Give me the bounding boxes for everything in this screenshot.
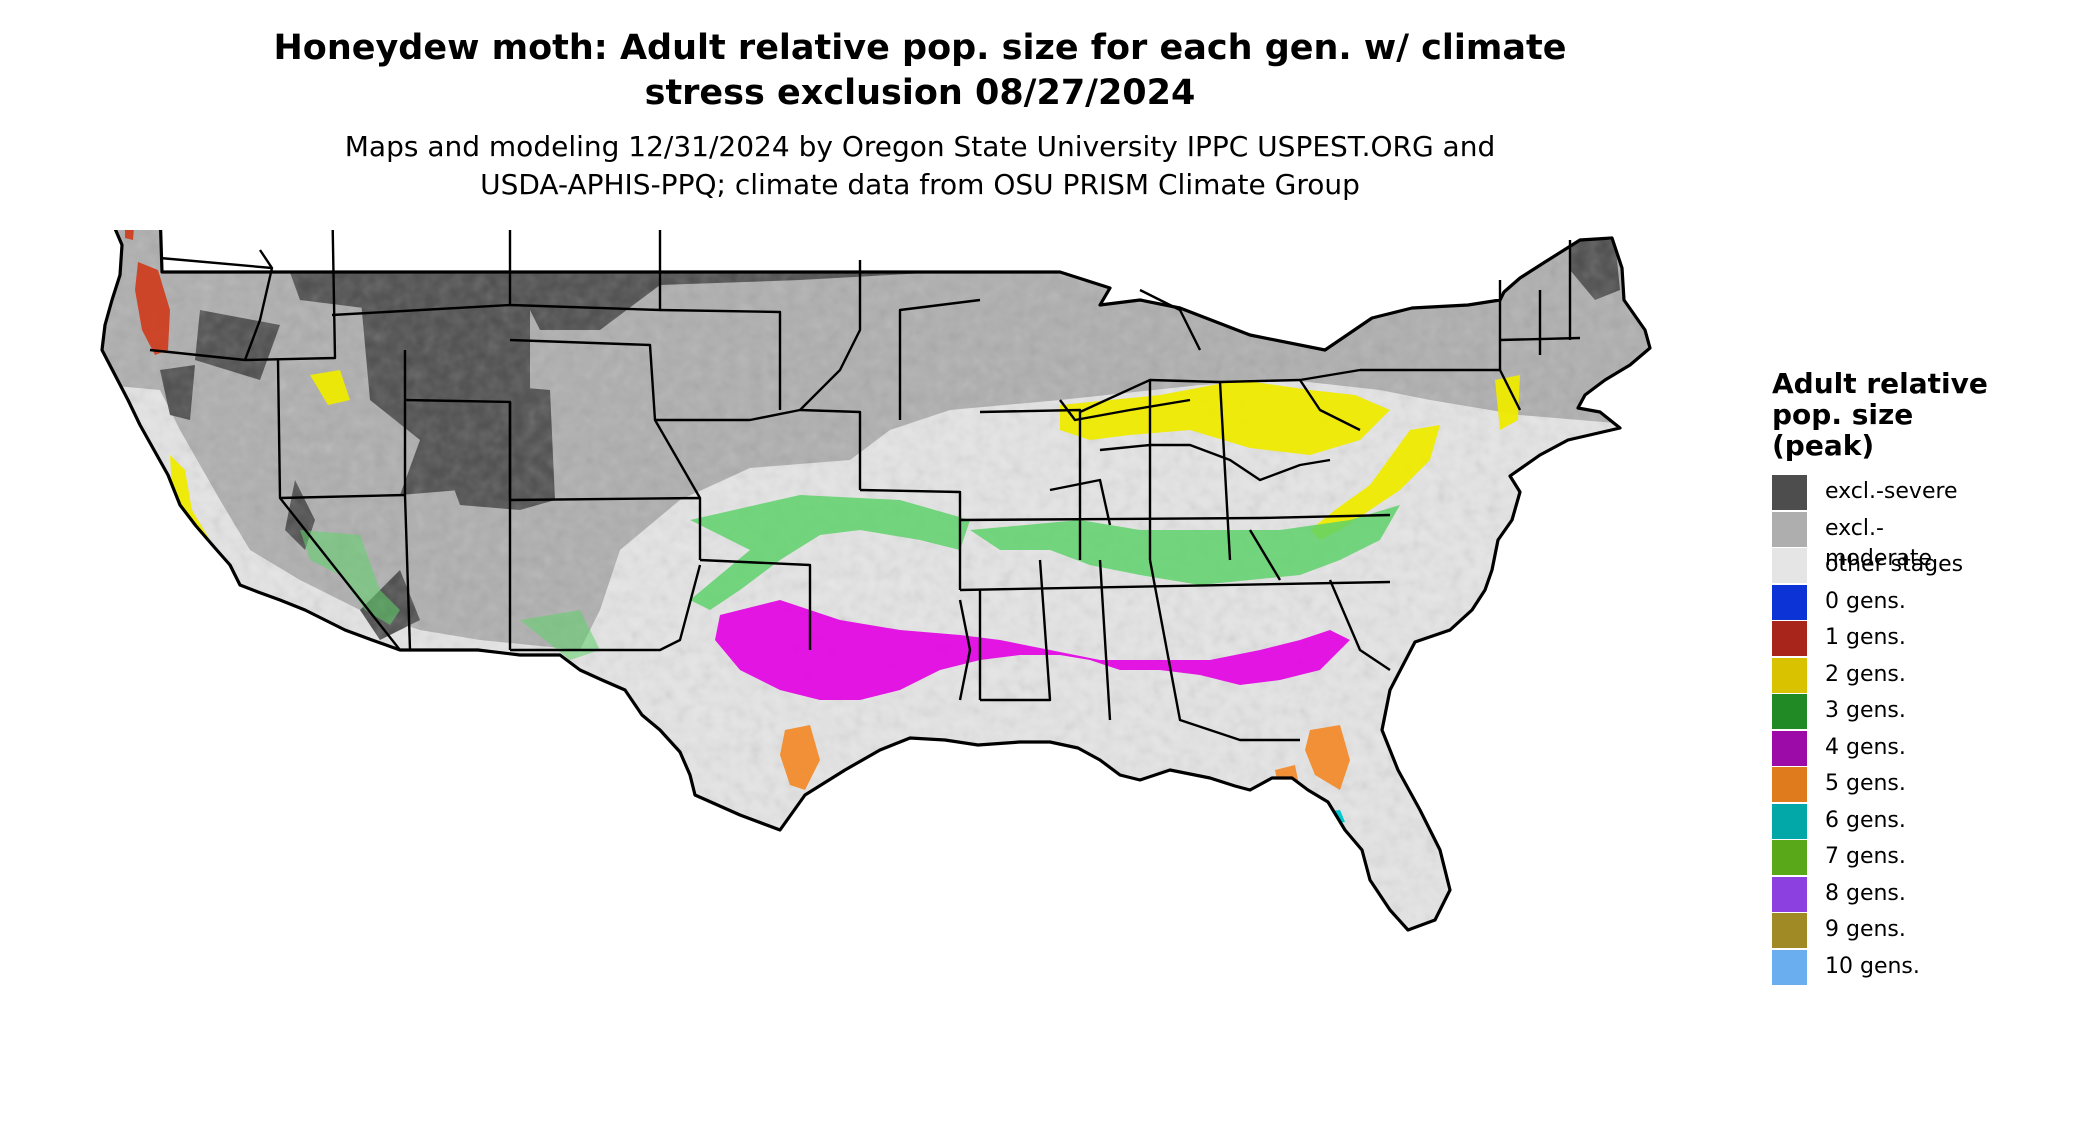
region-3-gen-arizona <box>300 530 600 660</box>
region-3-gen-oklahoma <box>690 495 970 610</box>
legend-item: 1 gens. <box>1772 621 1988 658</box>
legend-label: other stages <box>1825 552 1964 577</box>
legend-swatch <box>1772 876 1807 912</box>
legend-swatch <box>1772 840 1807 875</box>
subtitle-line-1: Maps and modeling 12/31/2024 by Oregon S… <box>344 130 1496 163</box>
legend-label: 10 gens. <box>1825 953 1920 979</box>
legend-swatch <box>1772 475 1807 510</box>
state-borders <box>100 230 1652 932</box>
legend-items: excl.-severe excl.-moderate other stages 0 … <box>1772 475 1988 986</box>
legend-swatch <box>1772 949 1807 985</box>
subtitle-line-2: USDA-APHIS-PPQ; climate data from OSU PR… <box>480 168 1360 201</box>
title-line-1: Honeydew moth: Adult relative pop. size … <box>273 28 1567 68</box>
region-2-gen-appalachia <box>1310 425 1440 540</box>
legend-label: 5 gens. <box>1825 771 1906 796</box>
legend-item: 3 gens. <box>1772 694 1988 731</box>
legend-item: other stages <box>1772 548 1988 585</box>
legend-title-line-3: (peak) <box>1772 429 1875 462</box>
legend-label: 7 gens. <box>1825 844 1906 869</box>
legend-item: 9 gens. <box>1772 913 1988 950</box>
legend-swatch <box>1772 584 1807 620</box>
legend-item: excl.-moderate <box>1772 511 1988 571</box>
legend-swatch <box>1772 913 1807 948</box>
legend-swatch <box>1772 548 1807 583</box>
region-1-gen <box>125 230 170 355</box>
legend-label: 3 gens. <box>1825 698 1906 723</box>
legend-item: 10 gens. <box>1772 949 1988 987</box>
legend-label: excl.-severe <box>1825 479 1958 504</box>
region-2-gen-california <box>170 370 350 650</box>
legend-title-line-2: pop. size <box>1772 398 1914 431</box>
legend-swatch <box>1772 511 1807 547</box>
legend-swatch <box>1772 803 1807 839</box>
title-line-2: stress exclusion 08/27/2024 <box>644 73 1196 113</box>
legend-item: 2 gens. <box>1772 657 1988 695</box>
legend-swatch <box>1772 621 1807 656</box>
legend-label: 8 gens. <box>1825 880 1906 906</box>
legend-item: 6 gens. <box>1772 803 1988 841</box>
region-2-gen-ohio <box>1060 380 1390 455</box>
legend-label: 2 gens. <box>1825 661 1906 687</box>
legend-item: 4 gens. <box>1772 730 1988 768</box>
legend-label: 1 gens. <box>1825 625 1906 650</box>
region-5-gen-texas <box>780 725 820 790</box>
legend-swatch <box>1772 730 1807 766</box>
map-title: Honeydew moth: Adult relative pop. size … <box>0 26 1840 116</box>
legend-swatch <box>1772 657 1807 693</box>
legend-item: 5 gens. <box>1772 767 1988 804</box>
map-subtitle: Maps and modeling 12/31/2024 by Oregon S… <box>0 128 1840 204</box>
legend-item: 0 gens. <box>1772 584 1988 622</box>
legend-swatch <box>1772 694 1807 729</box>
us-map <box>100 230 1652 932</box>
region-4-gen <box>715 600 1350 700</box>
legend-label: excl.-moderate <box>1825 515 1933 571</box>
legend-label: 4 gens. <box>1825 734 1906 760</box>
map-legend: Adult relative pop. size (peak) excl.-se… <box>1772 368 1988 986</box>
region-2-gen-nj <box>1495 375 1520 430</box>
legend-title: Adult relative pop. size (peak) <box>1772 368 1988 461</box>
legend-item: 7 gens. <box>1772 840 1988 877</box>
legend-title-line-1: Adult relative <box>1772 367 1988 400</box>
legend-swatch <box>1772 767 1807 802</box>
legend-item: 8 gens. <box>1772 876 1988 914</box>
legend-label: 0 gens. <box>1825 588 1906 614</box>
legend-label: 9 gens. <box>1825 917 1906 942</box>
legend-label: 6 gens. <box>1825 807 1906 833</box>
region-3-gen-southeast <box>970 505 1400 585</box>
legend-item: excl.-severe <box>1772 475 1988 512</box>
